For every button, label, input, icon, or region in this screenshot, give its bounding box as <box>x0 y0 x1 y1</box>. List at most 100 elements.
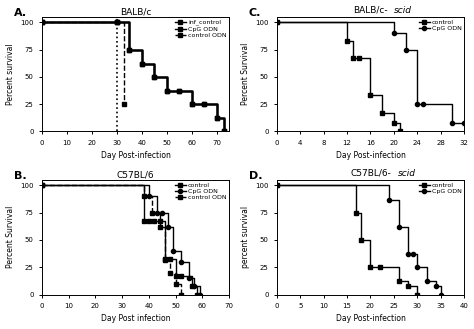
X-axis label: Day Post-infection: Day Post-infection <box>336 315 405 323</box>
CpG ODN <box>405 225 410 229</box>
control <box>405 284 410 288</box>
control <box>178 274 184 278</box>
CpG ODN <box>438 292 444 296</box>
CpG ODN <box>159 211 165 215</box>
CpG ODN <box>178 249 184 253</box>
control <box>344 20 350 24</box>
control <box>350 56 356 60</box>
Line: inf_control: inf_control <box>42 22 224 132</box>
CpG ODN <box>461 121 467 125</box>
control <box>167 257 173 261</box>
control <box>379 93 385 97</box>
control ODN <box>141 194 146 198</box>
control <box>368 93 374 97</box>
CpG ODN <box>189 102 194 106</box>
CpG ODN <box>151 62 157 66</box>
CpG ODN <box>165 211 171 215</box>
control ODN <box>167 258 173 262</box>
CpG ODN <box>170 225 176 229</box>
Title: C57BL/6: C57BL/6 <box>117 170 155 179</box>
CpG ODN <box>396 198 401 202</box>
control ODN <box>39 20 45 24</box>
CpG ODN <box>391 31 397 35</box>
Text: BALB/c-: BALB/c- <box>353 6 388 14</box>
control <box>414 292 420 296</box>
control ODN <box>157 211 163 215</box>
CpG ODN <box>403 31 409 35</box>
CpG ODN <box>159 211 165 215</box>
control <box>274 20 280 24</box>
CpG ODN <box>386 184 392 188</box>
inf_control <box>114 20 119 24</box>
control <box>194 292 200 296</box>
Line: control: control <box>42 186 197 294</box>
control ODN <box>121 102 127 106</box>
inf_control <box>164 75 170 79</box>
control <box>377 265 383 269</box>
control ODN <box>162 225 168 229</box>
control <box>396 280 401 284</box>
X-axis label: Day Post infection: Day Post infection <box>101 315 170 323</box>
Legend: control, CpG ODN, control ODN: control, CpG ODN, control ODN <box>174 182 227 201</box>
control <box>157 219 163 223</box>
CpG ODN <box>449 102 455 106</box>
control ODN <box>141 184 146 188</box>
CpG ODN <box>146 184 152 188</box>
CpG ODN <box>410 252 415 256</box>
CpG ODN <box>221 116 227 120</box>
Y-axis label: percent survival: percent survival <box>240 206 249 268</box>
control <box>141 184 146 188</box>
control <box>396 265 401 269</box>
control <box>141 219 146 223</box>
control <box>368 265 374 269</box>
CpG ODN <box>414 252 420 256</box>
control <box>146 219 152 223</box>
CpG ODN <box>197 284 202 288</box>
Title: BALB/c: BALB/c <box>120 7 151 16</box>
CpG ODN <box>414 102 420 106</box>
X-axis label: Day Post-infection: Day Post-infection <box>336 151 405 160</box>
CpG ODN <box>214 116 219 120</box>
CpG ODN <box>189 89 194 93</box>
CpG ODN <box>191 276 197 280</box>
control <box>358 211 364 215</box>
Line: CpG ODN: CpG ODN <box>42 186 200 294</box>
CpG ODN <box>146 194 152 198</box>
control <box>189 274 194 278</box>
control <box>356 56 362 60</box>
CpG ODN <box>191 284 197 288</box>
CpG ODN <box>164 75 170 79</box>
inf_control <box>164 89 170 93</box>
Line: CpG ODN: CpG ODN <box>277 22 464 123</box>
control <box>379 111 385 115</box>
control <box>377 265 383 269</box>
CpG ODN <box>186 260 192 264</box>
CpG ODN <box>449 121 455 125</box>
control ODN <box>149 211 155 215</box>
Line: control: control <box>277 22 400 132</box>
CpG ODN <box>274 20 280 24</box>
CpG ODN <box>114 20 119 24</box>
CpG ODN <box>438 284 444 288</box>
control <box>178 274 184 278</box>
CpG ODN <box>391 20 397 24</box>
CpG ODN <box>420 102 426 106</box>
inf_control <box>127 48 132 52</box>
control <box>39 184 45 188</box>
CpG ODN <box>151 75 157 79</box>
CpG ODN <box>420 102 426 106</box>
control <box>354 184 359 188</box>
CpG ODN <box>396 225 401 229</box>
CpG ODN <box>139 48 145 52</box>
CpG ODN <box>410 252 415 256</box>
control ODN <box>157 225 163 229</box>
Legend: inf_control, CpG ODN, control ODN: inf_control, CpG ODN, control ODN <box>174 19 227 39</box>
CpG ODN <box>197 292 202 296</box>
CpG ODN <box>176 89 182 93</box>
CpG ODN <box>201 102 207 106</box>
control <box>391 121 397 125</box>
Line: control: control <box>277 186 417 294</box>
Legend: control, CpG ODN: control, CpG ODN <box>418 19 462 32</box>
control <box>368 56 374 60</box>
control <box>167 257 173 261</box>
